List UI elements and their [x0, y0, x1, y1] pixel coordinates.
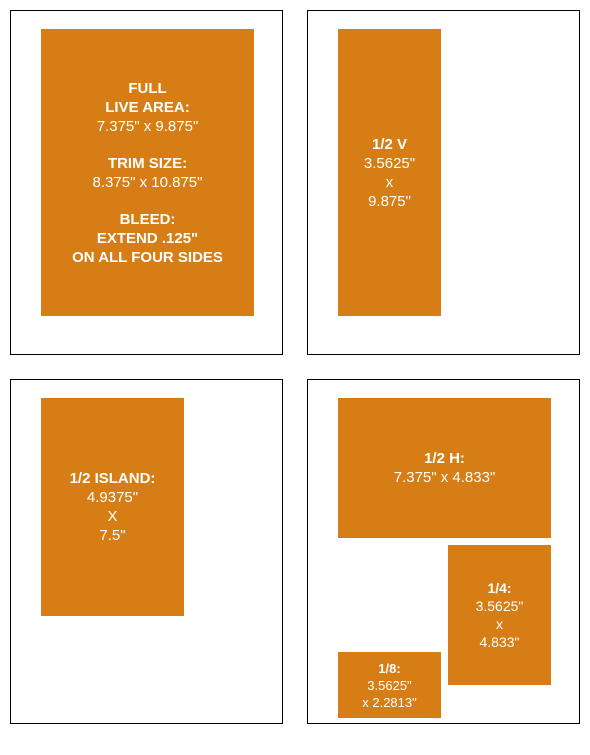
- text-line: x: [386, 174, 394, 191]
- text-line: 1/8:: [378, 661, 400, 676]
- box-half-island-box: 1/2 ISLAND: 4.9375" X 7.5": [41, 398, 184, 616]
- ad-size-grid: FULL LIVE AREA: 7.375" x 9.875" TRIM SIZE: 8…: [10, 10, 580, 724]
- text-line: X: [107, 508, 117, 525]
- text-line: BLEED:: [120, 211, 176, 228]
- text-line: x 2.2813": [362, 695, 417, 710]
- text-line: 1/2 ISLAND:: [70, 470, 156, 487]
- text-line: 3.5625": [476, 598, 524, 614]
- text-line: 4.9375": [87, 489, 138, 506]
- text-line: EXTEND .125": [97, 230, 198, 247]
- text-line: 7.375" x 9.875": [97, 118, 199, 135]
- text-line: x: [496, 616, 503, 632]
- text-line: ON ALL FOUR SIDES: [72, 249, 223, 266]
- text-line: TRIM SIZE:: [108, 155, 187, 172]
- text-line: FULL: [128, 80, 166, 97]
- box-eighth-box: 1/8: 3.5625" x 2.2813": [338, 652, 441, 718]
- text-line: 8.375" x 10.875": [93, 174, 203, 191]
- text-line: 7.375" x 4.833": [394, 469, 496, 486]
- text-line: LIVE AREA:: [105, 99, 189, 116]
- box-half-v-box: 1/2 V 3.5625" x 9.875": [338, 29, 441, 316]
- box-quarter-box: 1/4: 3.5625" x 4.833": [448, 545, 551, 685]
- text-line: 9.875": [368, 193, 411, 210]
- box-half-h-box: 1/2 H: 7.375" x 4.833": [338, 398, 551, 538]
- panel-half-island: 1/2 ISLAND: 4.9375" X 7.5": [10, 379, 283, 724]
- box-full-box: FULL LIVE AREA: 7.375" x 9.875" TRIM SIZE: 8…: [41, 29, 254, 316]
- text-line: 1/2 H:: [424, 450, 465, 467]
- panel-half-v: 1/2 V 3.5625" x 9.875": [307, 10, 580, 355]
- text-line: 1/2 V: [372, 136, 407, 153]
- text-line: 1/4:: [487, 580, 511, 596]
- panel-quarters: 1/2 H:7.375" x 4.833"1/4:3.5625"x4.833"1…: [307, 379, 580, 724]
- text-line: 3.5625": [367, 678, 411, 693]
- text-line: 4.833": [479, 634, 519, 650]
- panel-full: FULL LIVE AREA: 7.375" x 9.875" TRIM SIZE: 8…: [10, 10, 283, 355]
- text-line: 7.5": [99, 527, 125, 544]
- text-line: 3.5625": [364, 155, 415, 172]
